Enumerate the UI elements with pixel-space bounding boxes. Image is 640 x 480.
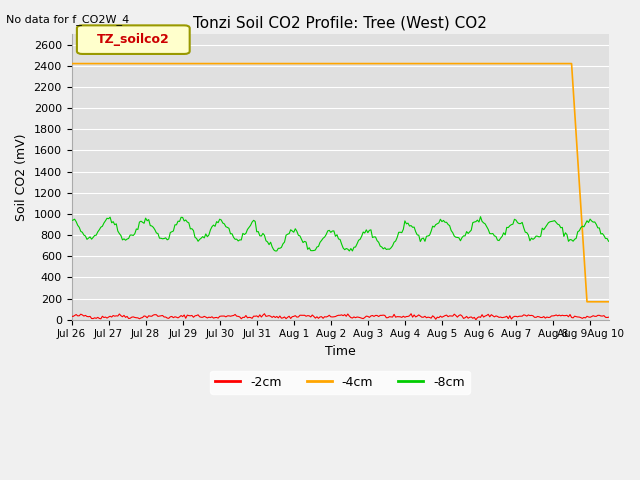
X-axis label: Time: Time [324, 345, 355, 358]
Text: TZ_soilco2: TZ_soilco2 [97, 33, 170, 46]
Legend: -2cm, -4cm, -8cm: -2cm, -4cm, -8cm [211, 371, 470, 394]
Text: No data for f_CO2W_4: No data for f_CO2W_4 [6, 14, 130, 25]
FancyBboxPatch shape [77, 25, 189, 54]
Y-axis label: Soil CO2 (mV): Soil CO2 (mV) [15, 133, 28, 221]
Title: Tonzi Soil CO2 Profile: Tree (West) CO2: Tonzi Soil CO2 Profile: Tree (West) CO2 [193, 15, 487, 30]
